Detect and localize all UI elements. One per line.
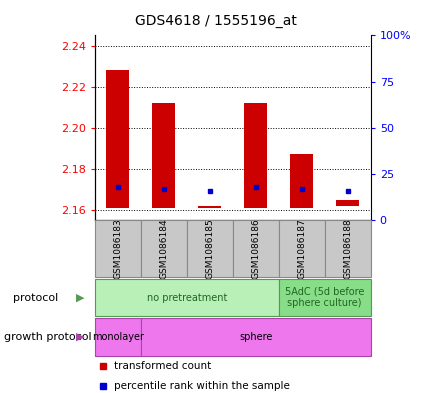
Text: GSM1086185: GSM1086185 — [205, 218, 214, 279]
Text: monolayer: monolayer — [92, 332, 144, 342]
Text: no pretreatment: no pretreatment — [146, 293, 227, 303]
Bar — [152, 103, 175, 208]
Bar — [95, 318, 141, 356]
Bar — [244, 103, 267, 208]
Text: GSM1086183: GSM1086183 — [113, 218, 122, 279]
Bar — [141, 318, 370, 356]
Bar — [278, 279, 370, 316]
Text: GSM1086188: GSM1086188 — [342, 218, 351, 279]
Bar — [141, 220, 186, 277]
Text: growth protocol: growth protocol — [4, 332, 92, 342]
Text: percentile rank within the sample: percentile rank within the sample — [114, 381, 289, 391]
Text: sphere: sphere — [239, 332, 272, 342]
Bar — [106, 70, 129, 208]
Bar — [95, 220, 141, 277]
Bar — [186, 220, 232, 277]
Bar — [95, 279, 278, 316]
Bar — [278, 220, 324, 277]
Text: ▶: ▶ — [75, 332, 84, 342]
Text: 5AdC (5d before
sphere culture): 5AdC (5d before sphere culture) — [284, 287, 363, 309]
Text: GSM1086187: GSM1086187 — [297, 218, 305, 279]
Text: protocol: protocol — [13, 293, 58, 303]
Bar — [198, 206, 221, 208]
Bar — [289, 154, 313, 208]
Bar — [335, 200, 358, 206]
Text: ▶: ▶ — [75, 293, 84, 303]
Text: transformed count: transformed count — [114, 362, 211, 371]
Bar — [324, 220, 370, 277]
Bar — [232, 220, 278, 277]
Text: GSM1086184: GSM1086184 — [159, 218, 168, 279]
Text: GDS4618 / 1555196_at: GDS4618 / 1555196_at — [134, 14, 296, 28]
Text: GSM1086186: GSM1086186 — [251, 218, 260, 279]
